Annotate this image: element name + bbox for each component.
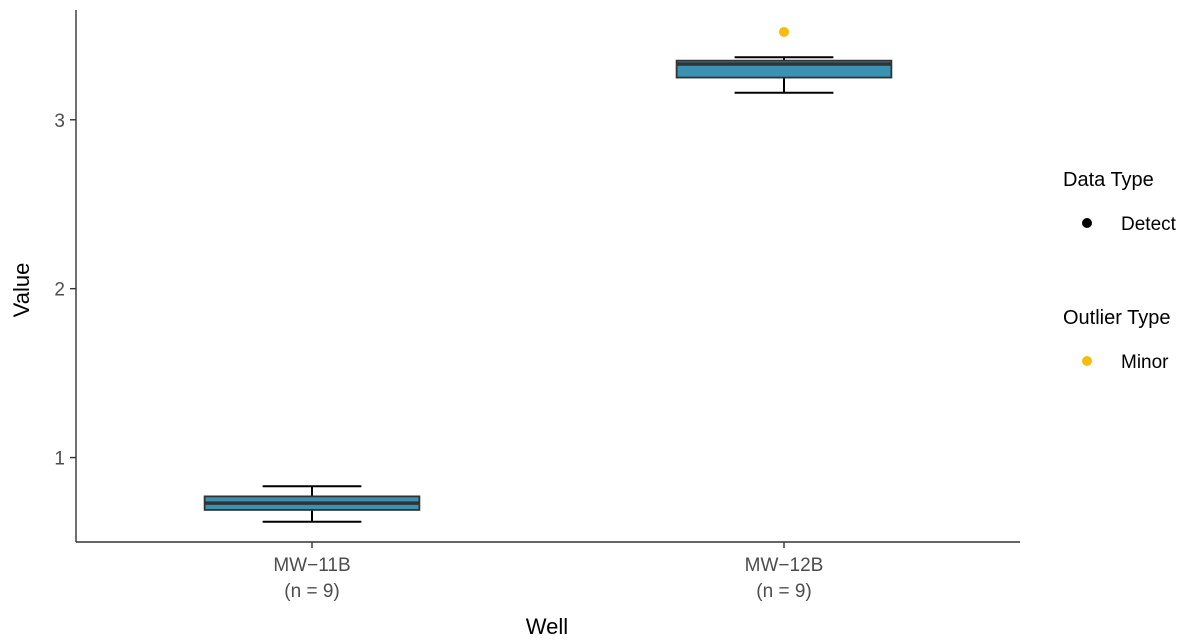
- x-tick-label: MW−11B: [273, 555, 350, 576]
- x-tick-sample-size: (n = 9): [756, 581, 811, 602]
- y-tick-label: 1: [54, 449, 65, 470]
- plot-area: 1 2 3 MW−11B (n = 9) MW−12B (n = 9): [54, 10, 1020, 602]
- legend-group-2: Outlier Type Minor: [1063, 307, 1170, 373]
- x-axis-ticks: MW−11B (n = 9) MW−12B (n = 9): [273, 542, 823, 602]
- legend-title: Outlier Type: [1063, 307, 1170, 329]
- legend-label: Minor: [1121, 352, 1169, 373]
- x-tick-sample-size: (n = 9): [284, 581, 339, 602]
- y-tick-label: 2: [54, 280, 65, 301]
- legend-key: [1082, 218, 1092, 228]
- y-tick-label: 3: [54, 111, 65, 132]
- x-axis-title: Well: [526, 614, 568, 639]
- y-axis-ticks: 1 2 3: [54, 111, 76, 470]
- minor-outlier-point: [779, 26, 789, 37]
- boxes: [203, 26, 893, 523]
- y-axis-title: Value: [9, 263, 34, 318]
- legend-group-1: Data Type Detect: [1063, 169, 1177, 235]
- box-1: [203, 485, 421, 523]
- box-2: [675, 26, 893, 94]
- x-tick-label: MW−12B: [745, 555, 824, 576]
- legend-label: Detect: [1121, 214, 1177, 235]
- legend-key: [1082, 356, 1092, 366]
- legend-title: Data Type: [1063, 169, 1154, 191]
- legend: Data Type Detect Outlier Type Minor: [1063, 169, 1177, 373]
